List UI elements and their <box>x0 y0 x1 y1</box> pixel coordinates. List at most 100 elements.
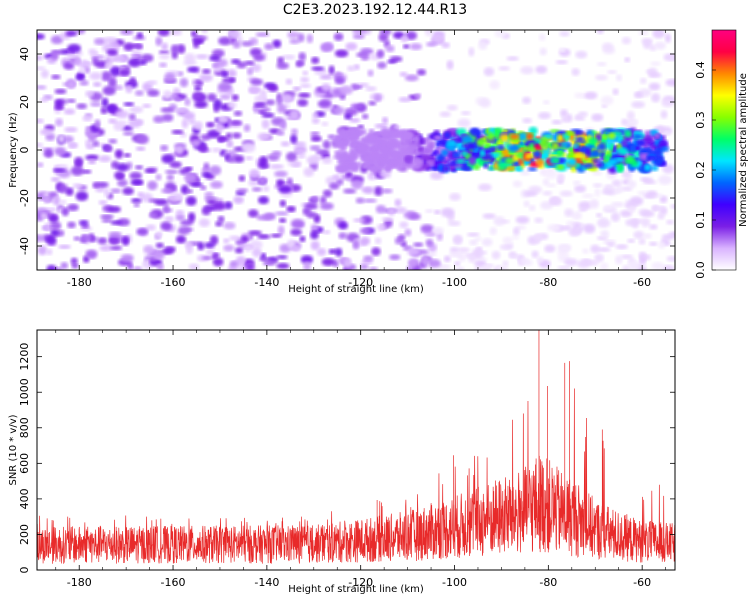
spectrogram-cell <box>353 218 366 223</box>
spectrogram-cell <box>574 225 583 235</box>
spectrogram-cell <box>606 242 616 247</box>
spectrogram-cell <box>315 149 330 156</box>
spectrogram-band-cell <box>504 157 515 164</box>
spectrogram-cell <box>575 50 588 59</box>
spectrogram-band-cell <box>594 162 604 168</box>
spectrogram-cell <box>244 60 255 66</box>
spectrogram-cell <box>310 224 319 232</box>
spectrogram-cell <box>216 135 228 142</box>
spectrogram-band-cell <box>437 163 444 172</box>
x-tick-label: -120 <box>348 576 373 589</box>
spectrogram-cell <box>317 99 332 108</box>
spectrogram-cell <box>272 39 282 48</box>
spectrogram-cell <box>250 78 263 86</box>
spectrogram-band-cell <box>365 137 376 145</box>
spectrogram-band-cell <box>557 134 564 143</box>
spectrogram-cell <box>362 198 377 203</box>
spectrogram-cell <box>289 109 300 120</box>
spectrogram-cell <box>528 204 536 212</box>
spectrogram-cell <box>626 110 635 121</box>
spectrogram-cell <box>211 147 222 153</box>
spectrogram-cell <box>360 263 369 270</box>
spectrogram-cell <box>175 193 183 200</box>
spectrogram-cell <box>292 86 301 92</box>
spectrogram-cell <box>657 212 665 220</box>
spectrogram-cell <box>183 60 197 66</box>
spectrogram-cell <box>177 225 191 235</box>
spectrogram-cell <box>596 61 607 67</box>
spectrogram-cell <box>506 56 519 61</box>
spectrogram-band-cell <box>349 147 356 156</box>
spectrogram-cell <box>164 216 175 222</box>
spectrogram-cell <box>425 238 434 247</box>
spectrogram-cell <box>75 73 86 81</box>
spectrogram-cell <box>622 265 631 270</box>
x-tick-label: -140 <box>254 276 279 289</box>
spectrogram-band-cell <box>441 149 449 157</box>
spectrogram-cell <box>518 257 529 265</box>
spectrogram-band-cell <box>348 140 358 146</box>
spectrogram-cell <box>143 245 155 254</box>
spectrogram-cell <box>633 91 643 98</box>
spectrogram-cell <box>68 142 79 149</box>
spectrogram-cell <box>108 118 117 124</box>
spectrogram-cell <box>37 55 43 61</box>
spectrogram-cell <box>241 142 256 153</box>
spectrogram-cell <box>192 121 204 130</box>
spectrogram-band-cell <box>386 140 397 149</box>
spectrogram-cell <box>251 187 262 192</box>
spectrogram-cell <box>596 30 604 35</box>
x-tick-label: -80 <box>539 276 557 289</box>
spectrogram-cell <box>264 99 276 106</box>
spectrogram-cell <box>515 215 530 224</box>
spectrogram-cell <box>115 110 129 119</box>
spectrogram-band-cell <box>402 132 413 140</box>
spectrogram-cell <box>142 103 152 108</box>
spectrogram-cell <box>611 179 622 187</box>
spectrogram-cell <box>63 108 76 115</box>
spectrogram-band-cell <box>557 148 564 157</box>
spectrogram-cell <box>642 179 657 185</box>
colorbar-ticks: 0.0 0.1 0.2 0.3 0.4 <box>694 61 716 279</box>
spectrogram-cell <box>407 248 420 256</box>
spectrogram-cell <box>137 191 144 198</box>
spectrogram-cell <box>457 247 470 253</box>
spectrogram-band-cell <box>588 150 601 158</box>
spectrogram-cell <box>564 258 578 267</box>
spectrogram-cell <box>102 85 116 96</box>
spectrogram-cell <box>574 184 587 193</box>
spectrogram-cell <box>163 246 176 253</box>
spectrogram-band-cell <box>605 161 614 169</box>
spectrogram-cell <box>379 30 392 36</box>
spectrogram-band-cell <box>483 162 489 169</box>
spectrogram-cell <box>455 266 465 270</box>
spectrogram-cell <box>120 254 134 263</box>
spectrogram-cell <box>118 68 131 77</box>
spectrogram-cell <box>276 179 285 187</box>
spectrogram-cell <box>627 238 636 243</box>
spectrogram-cell <box>117 179 128 187</box>
x-tick-label: -100 <box>442 576 467 589</box>
spectrogram-cell <box>337 221 349 230</box>
spectrogram-cell <box>235 255 246 266</box>
spectrogram-cell <box>336 178 344 186</box>
spectrogram-band-cell <box>479 150 486 156</box>
spectrogram-cell <box>184 97 191 107</box>
spectrogram-cell <box>246 67 254 76</box>
spectrogram-cell <box>322 189 333 198</box>
snr-series-line <box>37 330 675 564</box>
spectrogram-cell <box>454 261 461 266</box>
spectrogram-cell <box>199 73 213 83</box>
spectrogram-band-cell <box>556 164 565 170</box>
spectrogram-cell <box>65 187 74 196</box>
spectrogram-cell <box>223 221 236 230</box>
spectrogram-cell <box>649 224 658 230</box>
spectrogram-cell <box>432 227 444 235</box>
spectrogram-cell <box>621 118 628 126</box>
spectrogram-cell <box>591 113 604 122</box>
spectrogram-cell <box>290 134 298 144</box>
spectrogram-cell <box>498 66 511 71</box>
spectrogram-cell <box>475 250 488 255</box>
spectrogram-cell <box>123 42 135 52</box>
spectrogram-cell <box>270 233 282 238</box>
